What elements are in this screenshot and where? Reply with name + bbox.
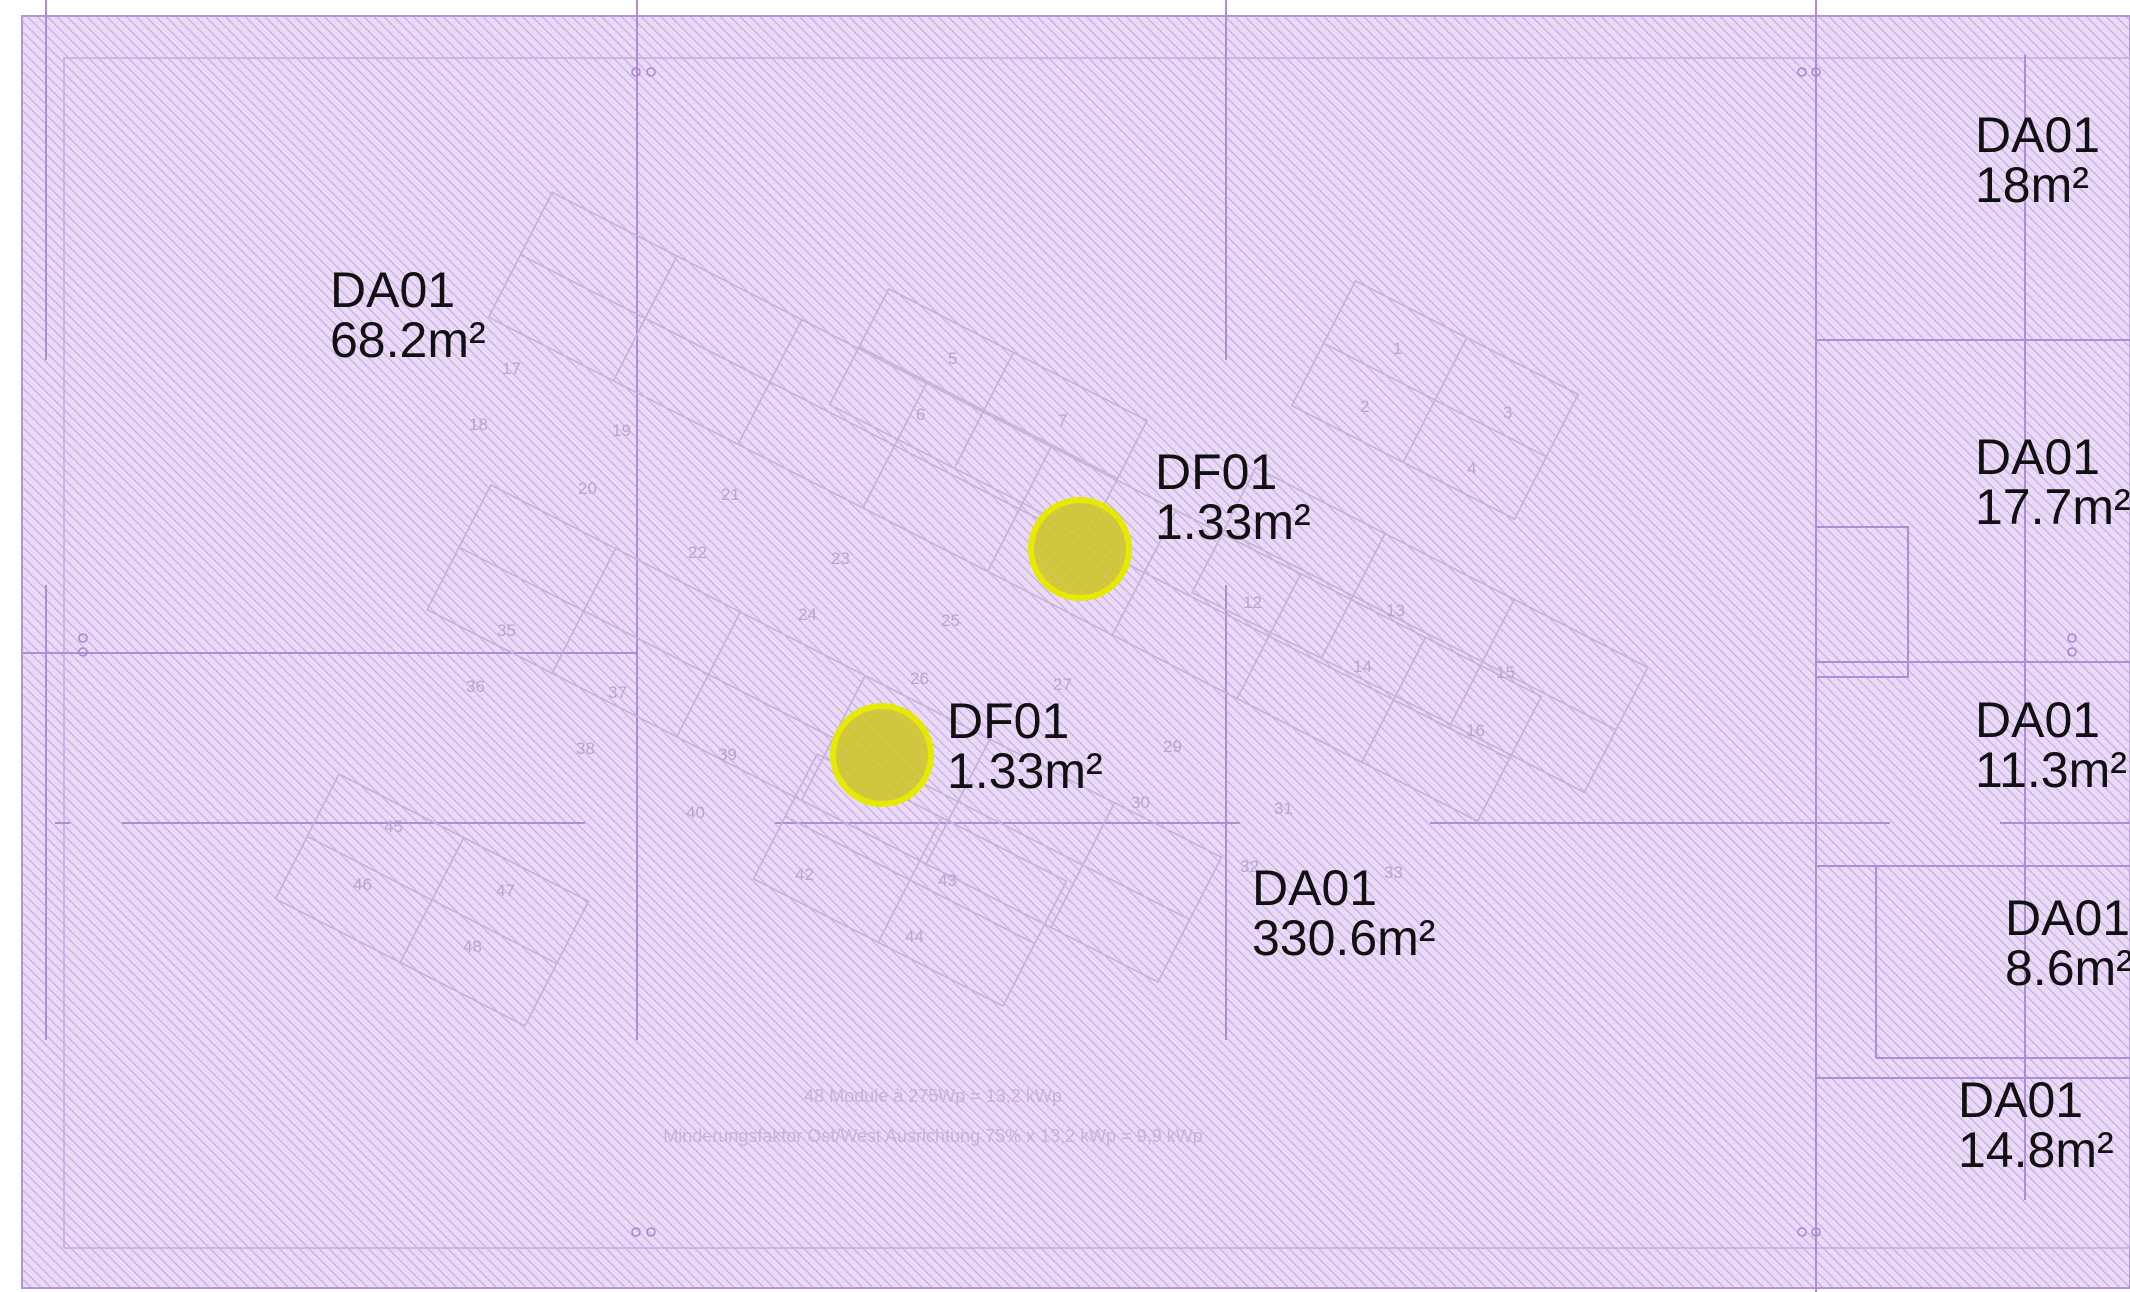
module-number: 39 xyxy=(718,745,737,764)
module-number: 23 xyxy=(831,549,850,568)
module-number: 47 xyxy=(496,881,515,900)
drain-marker xyxy=(1028,497,1132,601)
module-number: 5 xyxy=(948,349,957,368)
module-number: 37 xyxy=(608,683,627,702)
zone-area: 17.7m² xyxy=(1975,479,2130,535)
zone-area: 1.33m² xyxy=(947,743,1103,799)
zone-label: DA01 11.3m² xyxy=(1975,695,2127,795)
drain-label: DF01 1.33m² xyxy=(947,696,1103,796)
module-number: 42 xyxy=(795,865,814,884)
module-number: 16 xyxy=(1466,721,1485,740)
module-number: 13 xyxy=(1386,601,1405,620)
zone-code: DA01 xyxy=(1252,860,1378,916)
module-number: 18 xyxy=(469,415,488,434)
module-number: 17 xyxy=(502,359,521,378)
zone-code: DA01 xyxy=(2005,890,2130,946)
module-number: 24 xyxy=(798,605,817,624)
zone-area: 1.33m² xyxy=(1155,494,1311,550)
module-number: 38 xyxy=(576,739,595,758)
pv-modules xyxy=(274,191,1649,1028)
zone-label: DA01 8.6m² xyxy=(2005,893,2130,993)
module-array-d xyxy=(1191,466,1649,794)
module-number: 36 xyxy=(466,677,485,696)
zone-code: DA01 xyxy=(330,262,456,318)
module-number: 22 xyxy=(688,543,707,562)
zone-area: 68.2m² xyxy=(330,312,486,368)
zone-label: DA01 330.6m² xyxy=(1252,863,1435,963)
zone-code: DA01 xyxy=(1975,107,2101,163)
zone-code: DA01 xyxy=(1975,429,2101,485)
zone-code: DA01 xyxy=(1975,692,2101,748)
zone-area: 14.8m² xyxy=(1958,1122,2114,1178)
zone-area: 18m² xyxy=(1975,157,2089,213)
grid-lines xyxy=(22,0,2130,1292)
zone-label: DA01 68.2m² xyxy=(330,265,486,365)
module-number: 14 xyxy=(1353,657,1372,676)
module-array-a xyxy=(1290,279,1580,521)
reduction-factor-note: Minderungsfaktor Ost/West Ausrichtung 75… xyxy=(663,1126,1203,1146)
zone-code: DF01 xyxy=(947,693,1070,749)
module-number: 7 xyxy=(1058,411,1067,430)
module-array-g xyxy=(274,772,590,1028)
zone-code: DA01 xyxy=(1958,1072,2084,1128)
zone-area: 11.3m² xyxy=(1975,742,2127,798)
module-number: 2 xyxy=(1360,397,1369,416)
grid-markers xyxy=(78,67,2077,1237)
module-number: 30 xyxy=(1131,793,1150,812)
module-number: 40 xyxy=(686,803,705,822)
module-number: 21 xyxy=(721,485,740,504)
module-number: 1 xyxy=(1393,339,1402,358)
module-number: 6 xyxy=(916,405,925,424)
zone-label: DA01 18m² xyxy=(1975,110,2100,210)
module-number: 31 xyxy=(1274,799,1293,818)
zone-area: 330.6m² xyxy=(1252,910,1436,966)
module-array-e xyxy=(426,483,1223,984)
module-number: 3 xyxy=(1503,403,1512,422)
module-number: 45 xyxy=(384,817,403,836)
module-number: 35 xyxy=(497,621,516,640)
zone-label: DA01 14.8m² xyxy=(1958,1075,2114,1175)
zone-code: DF01 xyxy=(1155,444,1278,500)
module-number: 43 xyxy=(938,871,957,890)
module-number: 33 xyxy=(1384,863,1403,882)
module-summary-note: 48 Module à 275Wp = 13,2 kWp xyxy=(804,1086,1062,1106)
zone-area: 8.6m² xyxy=(2005,940,2130,996)
module-number: 48 xyxy=(463,937,482,956)
module-number: 27 xyxy=(1053,675,1072,694)
module-number: 19 xyxy=(612,421,631,440)
module-number: 29 xyxy=(1163,737,1182,756)
module-number: 4 xyxy=(1467,459,1476,478)
module-number: 20 xyxy=(578,479,597,498)
module-number: 46 xyxy=(353,875,372,894)
drain-marker xyxy=(830,703,934,807)
module-array-f xyxy=(752,752,1068,1008)
module-numbers: 1 2 3 4 5 6 7 12 13 14 15 16 17 18 19 20… xyxy=(353,339,1515,956)
module-array-c xyxy=(487,191,1543,823)
module-number: 12 xyxy=(1243,593,1262,612)
zone-label: DA01 17.7m² xyxy=(1975,432,2130,532)
module-number: 25 xyxy=(941,611,960,630)
module-number: 32 xyxy=(1240,857,1259,876)
module-array-b xyxy=(828,287,1149,538)
module-number: 44 xyxy=(905,927,924,946)
module-number: 15 xyxy=(1496,663,1515,682)
module-number: 26 xyxy=(910,669,929,688)
drain-label: DF01 1.33m² xyxy=(1155,447,1311,547)
